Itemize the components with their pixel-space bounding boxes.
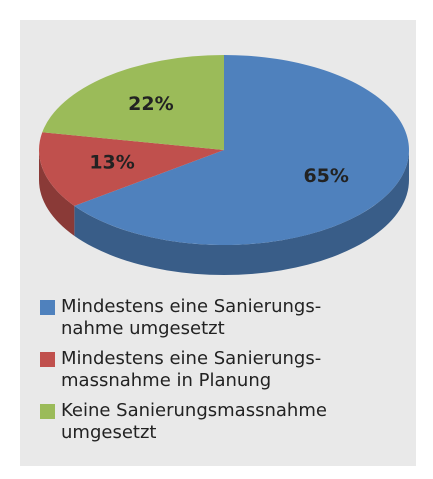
data-label: 65% <box>303 165 348 187</box>
slice-side <box>74 150 410 276</box>
slice <box>74 55 409 245</box>
data-label: 13% <box>89 151 134 173</box>
legend-item: Mindestens eine Sanierungs- nahme umgese… <box>40 296 410 340</box>
legend-label: Mindestens eine Sanierungs- massnahme in… <box>61 348 322 391</box>
legend-label: Mindestens eine Sanierungs- nahme umgese… <box>61 296 322 339</box>
slice <box>42 55 225 150</box>
slice <box>39 132 224 206</box>
legend-swatch <box>40 300 55 315</box>
data-label: 22% <box>128 93 173 115</box>
legend-swatch <box>40 352 55 367</box>
legend-item: Mindestens eine Sanierungs- massnahme in… <box>40 348 410 392</box>
legend-label: Keine Sanierungsmassnahme umgesetzt <box>61 400 327 443</box>
chart: 65% 13% 22% <box>39 55 410 276</box>
legend: Mindestens eine Sanierungs- nahme umgese… <box>40 296 410 452</box>
slice-side <box>39 150 75 236</box>
legend-item: Keine Sanierungsmassnahme umgesetzt <box>40 400 410 444</box>
legend-swatch <box>40 404 55 419</box>
